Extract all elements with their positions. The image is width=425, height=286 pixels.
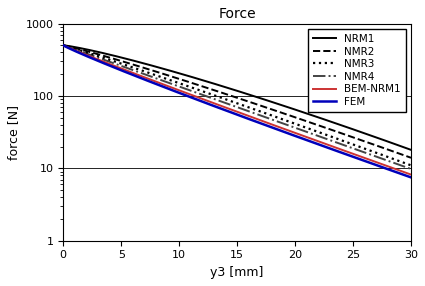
NMR3	[61, 43, 66, 47]
NMR4	[334, 141, 340, 144]
NRM1	[230, 88, 235, 91]
Line: NRM1: NRM1	[63, 45, 411, 150]
NRM1	[61, 43, 66, 47]
FEM	[61, 43, 66, 47]
NMR4	[61, 43, 66, 47]
BEM-NRM1	[334, 146, 340, 150]
Line: NMR2: NMR2	[63, 45, 411, 158]
NRM1	[398, 144, 403, 148]
Title: Force: Force	[218, 7, 256, 21]
Line: FEM: FEM	[63, 45, 411, 177]
FEM	[398, 172, 403, 176]
NMR4	[398, 164, 403, 167]
NMR4	[230, 104, 235, 107]
BEM-NRM1	[408, 173, 414, 176]
NMR3	[398, 160, 403, 163]
FEM	[334, 149, 340, 153]
NMR2	[398, 152, 403, 156]
NMR4	[221, 100, 226, 104]
Y-axis label: force [N]: force [N]	[7, 105, 20, 160]
Legend: NRM1, NMR2, NMR3, NMR4, BEM-NRM1, FEM: NRM1, NMR2, NMR3, NMR4, BEM-NRM1, FEM	[308, 29, 406, 112]
FEM	[408, 176, 414, 179]
NMR4	[408, 167, 414, 171]
NMR2	[398, 152, 403, 156]
NMR3	[79, 49, 84, 52]
NMR3	[408, 164, 414, 167]
NMR2	[334, 130, 340, 134]
NMR2	[221, 92, 226, 95]
NRM1	[221, 85, 226, 88]
Line: BEM-NRM1: BEM-NRM1	[63, 45, 411, 174]
NMR3	[398, 160, 403, 163]
BEM-NRM1	[221, 105, 226, 108]
NMR2	[408, 156, 414, 160]
NMR3	[334, 137, 340, 140]
BEM-NRM1	[398, 169, 403, 173]
BEM-NRM1	[230, 108, 235, 112]
BEM-NRM1	[398, 169, 403, 173]
NMR2	[61, 43, 66, 47]
NMR4	[79, 50, 84, 53]
NMR3	[221, 97, 226, 100]
BEM-NRM1	[61, 43, 66, 47]
NMR4	[398, 164, 403, 167]
Line: NMR4: NMR4	[63, 45, 411, 169]
FEM	[221, 108, 226, 111]
Line: NMR3: NMR3	[63, 45, 411, 165]
NRM1	[408, 148, 414, 152]
NRM1	[334, 122, 340, 126]
X-axis label: y3 [mm]: y3 [mm]	[210, 266, 264, 279]
FEM	[398, 172, 403, 176]
NMR2	[230, 94, 235, 98]
FEM	[79, 52, 84, 55]
BEM-NRM1	[79, 51, 84, 54]
NMR2	[79, 48, 84, 51]
FEM	[230, 111, 235, 115]
NRM1	[398, 144, 403, 148]
NMR3	[230, 100, 235, 103]
NRM1	[79, 47, 84, 50]
